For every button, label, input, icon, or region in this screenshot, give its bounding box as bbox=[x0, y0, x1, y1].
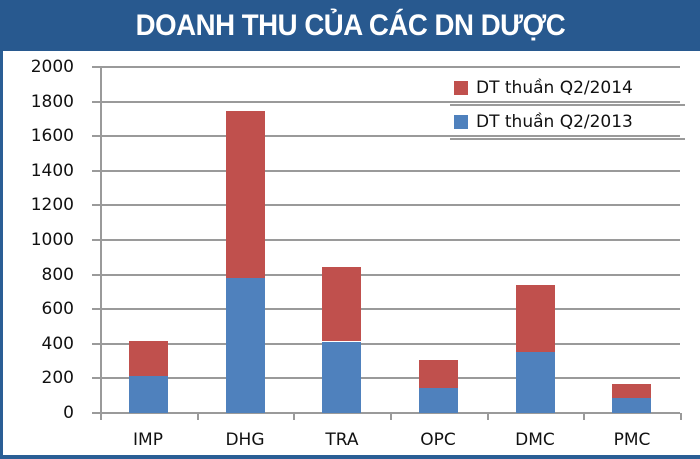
x-tick bbox=[197, 413, 199, 420]
y-tick-label: 2000 bbox=[30, 57, 74, 77]
y-tick-label: 1200 bbox=[30, 195, 74, 215]
bar-pmc-q2-2013 bbox=[612, 398, 651, 413]
bar-pmc-q2-2014 bbox=[612, 384, 651, 398]
gridline bbox=[92, 377, 680, 379]
legend-label: DT thuần Q2/2013 bbox=[476, 112, 633, 132]
gridline bbox=[92, 135, 680, 137]
y-tick-label: 1800 bbox=[30, 92, 74, 112]
bar-dhg-q2-2013 bbox=[226, 278, 265, 413]
x-tick bbox=[487, 413, 489, 420]
gridline bbox=[92, 66, 680, 68]
gridline bbox=[92, 274, 680, 276]
y-axis bbox=[100, 67, 102, 420]
legend: DT thuần Q2/2014 DT thuần Q2/2013 bbox=[450, 72, 685, 140]
y-tick-label: 0 bbox=[63, 403, 74, 423]
bar-dhg-q2-2014 bbox=[226, 111, 265, 278]
x-tick-label: OPC bbox=[420, 430, 456, 450]
x-tick-label: IMP bbox=[133, 430, 163, 450]
gridline bbox=[92, 343, 680, 345]
x-tick bbox=[680, 413, 682, 420]
y-tick-label: 1400 bbox=[30, 161, 74, 181]
y-tick-label: 400 bbox=[41, 334, 74, 354]
gridline bbox=[92, 239, 680, 241]
gridline bbox=[92, 101, 680, 103]
x-tick bbox=[390, 413, 392, 420]
y-tick-label: 1000 bbox=[30, 230, 74, 250]
bar-opc-q2-2013 bbox=[419, 388, 458, 413]
x-tick-label: DMC bbox=[515, 430, 555, 450]
chart-title: DOANH THU CỦA CÁC DN DƯỢC bbox=[135, 8, 565, 42]
y-tick-label: 600 bbox=[41, 299, 74, 319]
legend-swatch-icon bbox=[454, 115, 468, 129]
bar-tra-q2-2014 bbox=[322, 267, 361, 341]
x-tick-label: PMC bbox=[613, 430, 651, 450]
y-tick-label: 200 bbox=[41, 368, 74, 388]
x-tick-label: TRA bbox=[325, 430, 359, 450]
gridline bbox=[92, 412, 680, 414]
bar-imp-q2-2013 bbox=[129, 376, 168, 413]
title-bar: DOANH THU CỦA CÁC DN DƯỢC bbox=[0, 0, 700, 51]
x-tick bbox=[583, 413, 585, 420]
gridline bbox=[92, 308, 680, 310]
x-tick-label: DHG bbox=[225, 430, 265, 450]
y-tick-label: 1600 bbox=[30, 126, 74, 146]
bar-tra-q2-2013 bbox=[322, 342, 361, 413]
bar-dmc-q2-2013 bbox=[516, 352, 555, 413]
legend-label: DT thuần Q2/2014 bbox=[476, 78, 633, 98]
gridline bbox=[92, 170, 680, 172]
legend-item: DT thuần Q2/2014 bbox=[450, 72, 685, 106]
y-tick-label: 800 bbox=[41, 265, 74, 285]
x-tick bbox=[293, 413, 295, 420]
legend-item: DT thuần Q2/2013 bbox=[450, 106, 685, 140]
bar-imp-q2-2014 bbox=[129, 341, 168, 376]
bar-dmc-q2-2014 bbox=[516, 285, 555, 352]
bar-opc-q2-2014 bbox=[419, 360, 458, 388]
gridline bbox=[92, 204, 680, 206]
legend-swatch-icon bbox=[454, 81, 468, 95]
